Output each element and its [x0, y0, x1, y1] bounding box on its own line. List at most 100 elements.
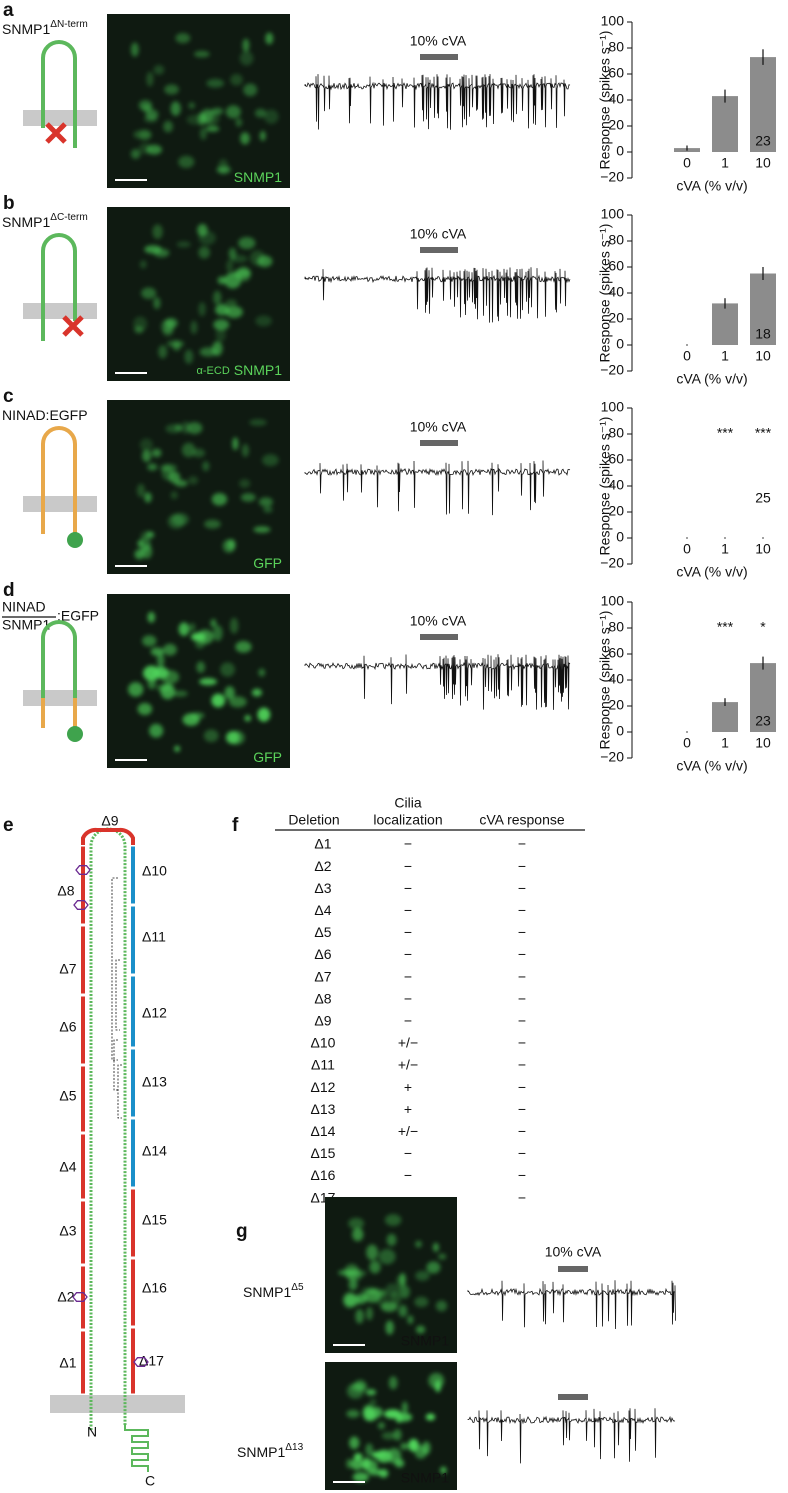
x-tick-label: 1 [721, 348, 729, 364]
cell [230, 73, 243, 86]
y-tick-label: 100 [601, 399, 625, 415]
cell [156, 653, 165, 668]
recording-trace [467, 1280, 676, 1330]
stimulus-bar [558, 1266, 588, 1272]
table-cell: Δ1 [314, 836, 331, 852]
table-cell: − [518, 968, 526, 984]
table-cell: +/− [398, 1123, 418, 1139]
construct-name: SNMP1 [2, 21, 50, 37]
y-tick-label: 80 [608, 39, 624, 55]
terminus-label: C [145, 1473, 155, 1489]
x-tick-label: 1 [721, 735, 729, 751]
construct-superscript: Δ13 [285, 1442, 303, 1453]
n-label: 23 [755, 132, 771, 148]
cell [134, 326, 144, 334]
terminus-label: N [87, 1424, 97, 1440]
table-header: Deletion [288, 812, 339, 828]
table-cell: − [518, 990, 526, 1006]
construct-superscript: Δ5 [291, 1282, 304, 1293]
cell [172, 341, 181, 352]
bar [750, 57, 776, 152]
cell [239, 51, 254, 66]
cell [377, 1421, 386, 1430]
cell [365, 1389, 377, 1396]
cell [144, 245, 162, 254]
y-tick-label: 40 [608, 671, 624, 687]
cell [425, 1413, 436, 1421]
cell [162, 326, 174, 337]
y-tick-label: 80 [608, 619, 624, 635]
recording-trace [304, 460, 571, 516]
y-tick-label: 60 [608, 65, 624, 81]
y-tick-label: 60 [608, 645, 624, 661]
deletion-label: Δ2 [57, 1289, 74, 1305]
stimulus-label: 10% cVA [410, 33, 467, 49]
cell [366, 1306, 373, 1321]
table-header: cVA response [479, 812, 565, 828]
cell [204, 519, 221, 529]
cell [378, 1469, 389, 1478]
image-label: GFP [253, 555, 282, 571]
construct-label: SNMP1Δ5 [243, 1282, 304, 1300]
table-cell: − [518, 902, 526, 918]
cell [174, 745, 181, 752]
table-header: localization [373, 812, 442, 828]
table-cell: − [404, 924, 412, 940]
cell [174, 424, 183, 432]
construct-name: SNMP1 [2, 214, 50, 230]
cell [240, 132, 250, 145]
cell [350, 1458, 364, 1471]
cell [366, 1244, 378, 1261]
cell [188, 102, 196, 109]
protein-loop [41, 620, 77, 698]
significance-label: * [760, 619, 766, 635]
cell [141, 104, 153, 113]
glycosylation-site [133, 1357, 149, 1367]
table-cell: Δ9 [314, 1013, 331, 1029]
table-cell: − [404, 1013, 412, 1029]
y-tick-label: 0 [616, 529, 624, 545]
cell [172, 690, 188, 697]
x-tick-label: 0 [683, 735, 691, 751]
membrane [23, 303, 97, 319]
cell [211, 107, 224, 115]
recording-trace [304, 654, 571, 710]
table-header: Cilia [394, 795, 421, 811]
cell [228, 730, 245, 745]
table-cell: + [404, 1079, 412, 1095]
cell [243, 83, 258, 97]
glycosylation-site [73, 900, 89, 910]
cell [184, 349, 194, 364]
cell [365, 1443, 374, 1457]
cell [146, 71, 154, 87]
c-terminal-tail [124, 1425, 149, 1472]
deletion-label: Δ13 [142, 1074, 167, 1090]
deletion-label: Δ9 [101, 813, 118, 829]
deletion-label: Δ8 [57, 883, 74, 899]
disulfide-links [111, 877, 122, 1119]
cell [175, 33, 191, 44]
x-axis-label: cVA (% v/v) [676, 371, 747, 387]
cell [242, 38, 250, 53]
cell [153, 666, 169, 679]
cell [369, 1260, 381, 1274]
construct-label: SNMP1Δ13 [237, 1442, 304, 1460]
deletion-label: Δ14 [142, 1143, 167, 1159]
table-cell: − [518, 1189, 526, 1205]
cell [143, 115, 158, 123]
x-tick-label: 10 [755, 348, 771, 364]
cell [426, 1261, 441, 1274]
table-cell: − [518, 1101, 526, 1117]
cell [186, 422, 203, 435]
cell [258, 668, 266, 677]
bar [750, 663, 776, 732]
deletion-cross [62, 315, 84, 337]
x-tick-label: 10 [755, 735, 771, 751]
cell [398, 1304, 408, 1318]
x-tick-label: 0 [683, 348, 691, 364]
cell [139, 260, 147, 269]
cell [211, 693, 226, 708]
cell [232, 437, 239, 451]
